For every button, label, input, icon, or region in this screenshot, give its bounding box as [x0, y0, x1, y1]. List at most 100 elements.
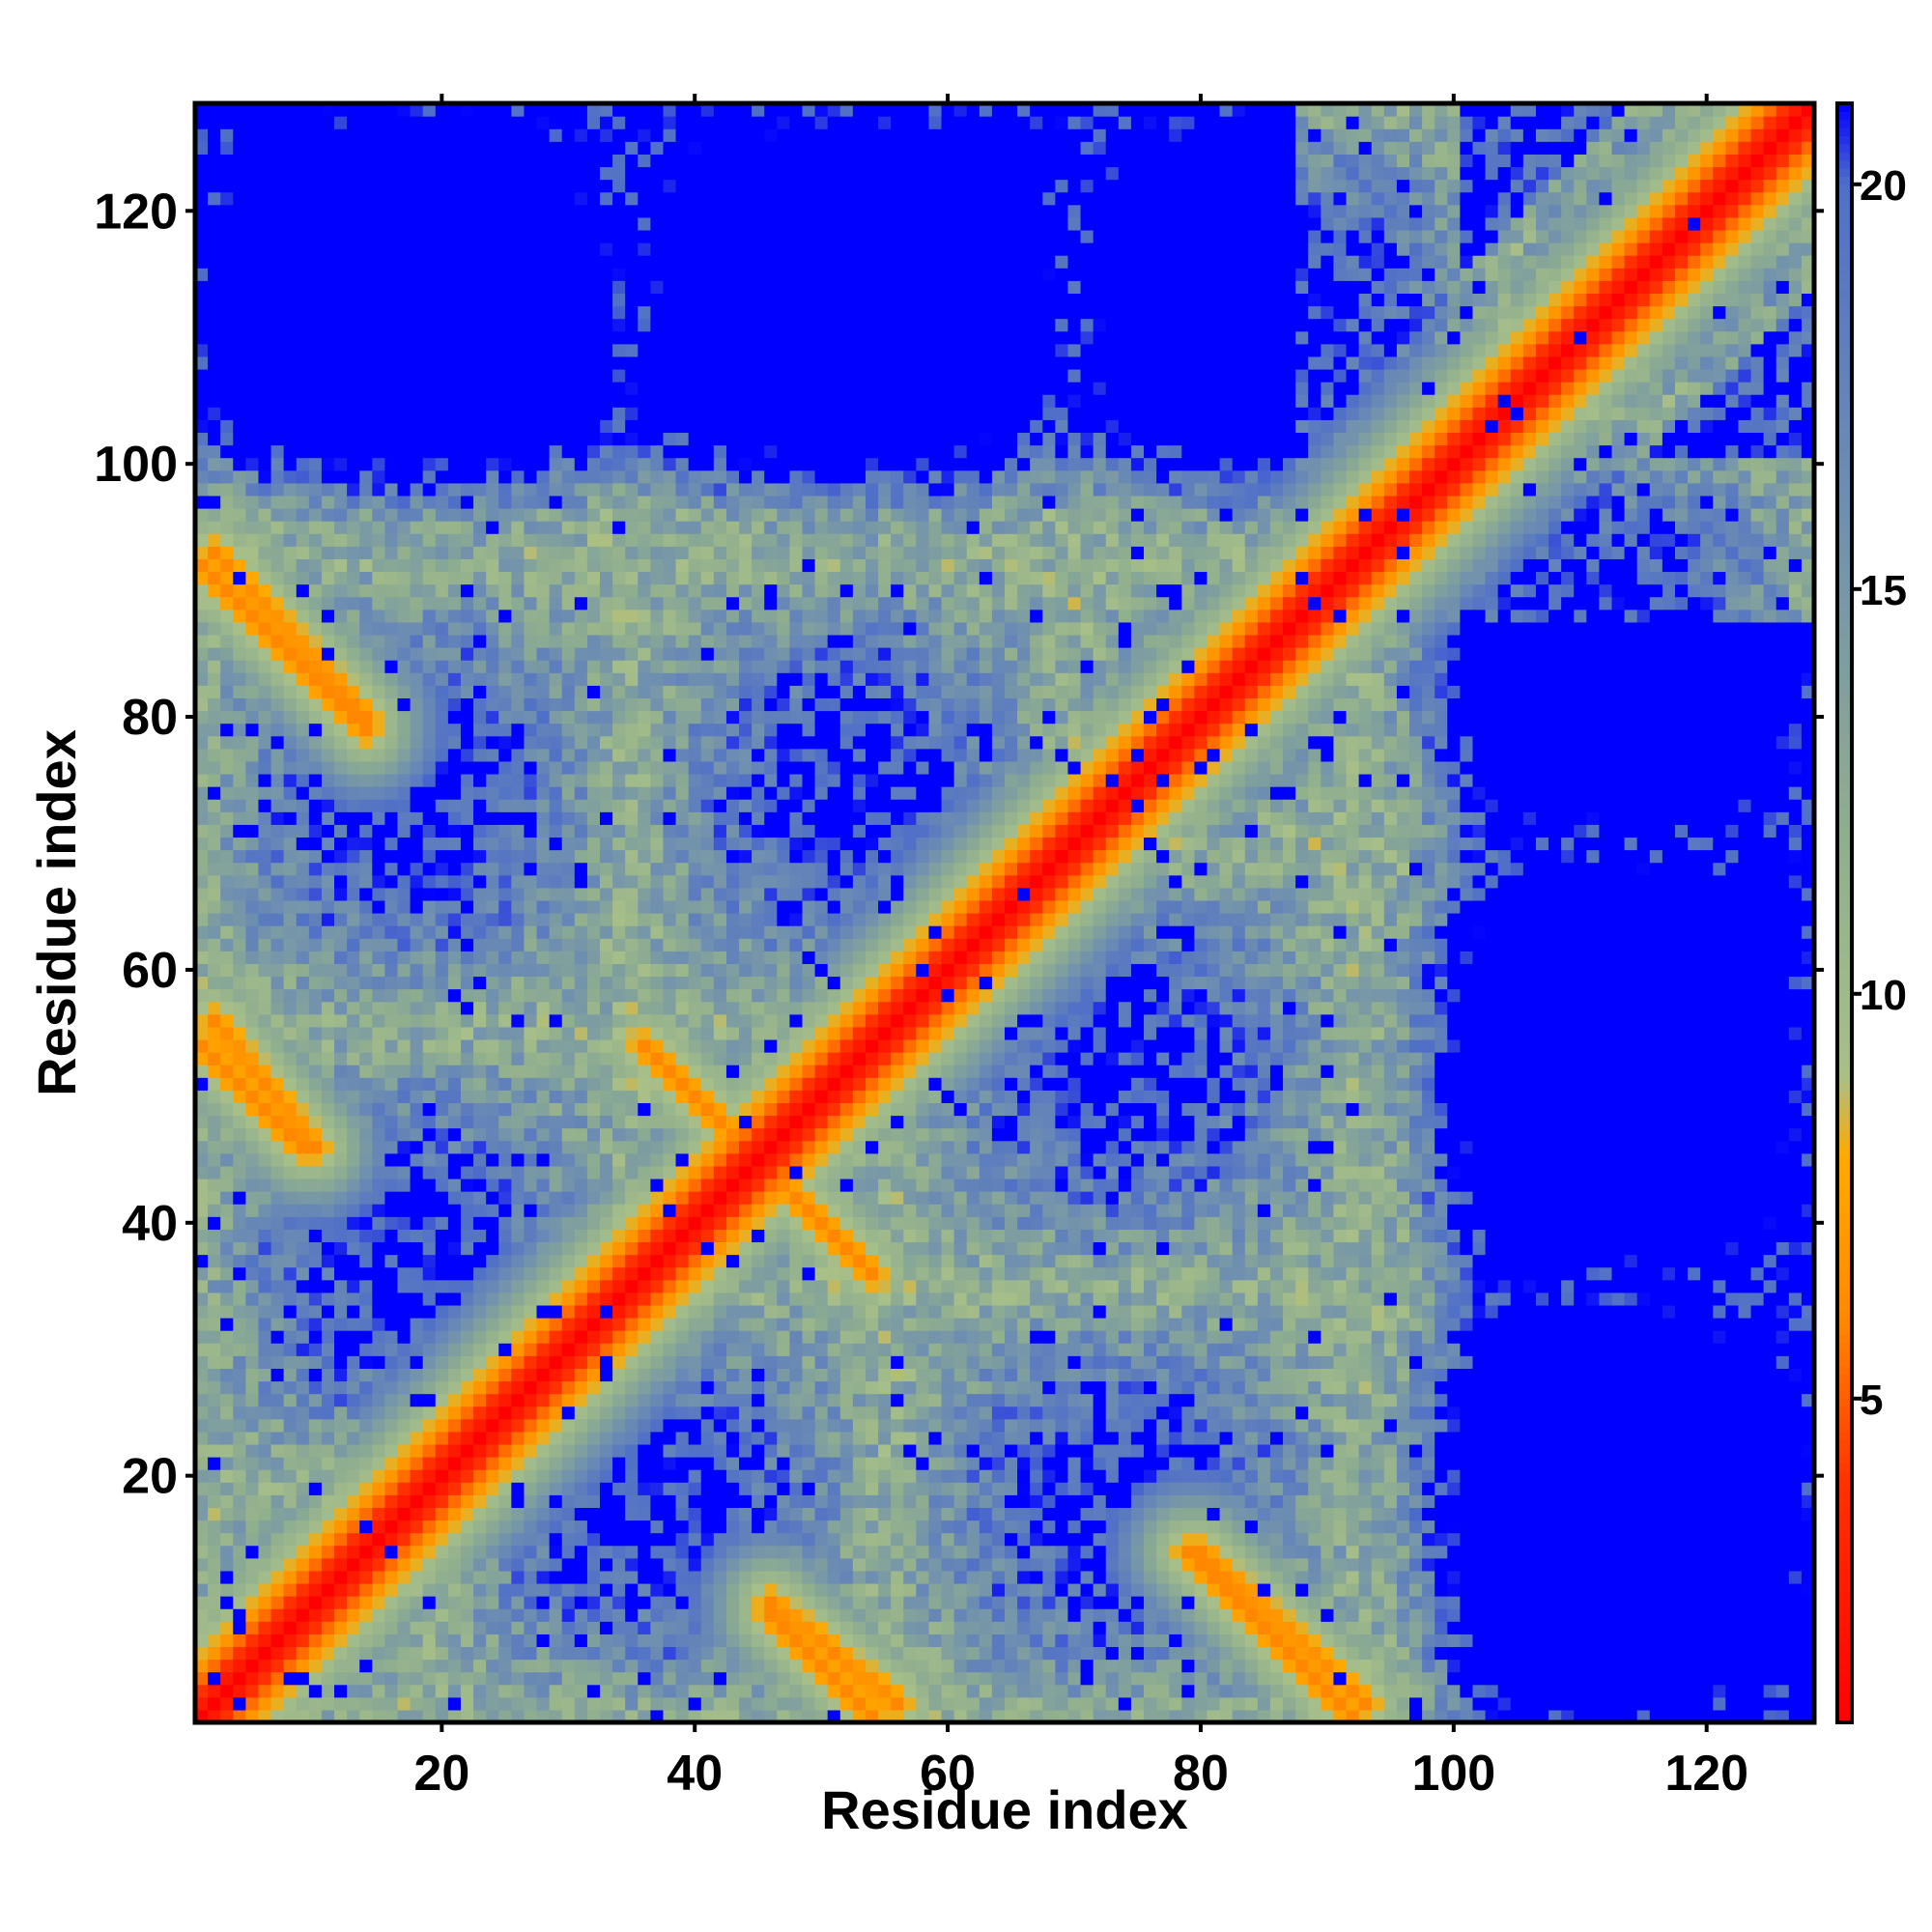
heatmap-cell — [296, 1608, 310, 1622]
heatmap-cell — [524, 154, 538, 168]
heatmap-cell — [347, 1671, 360, 1686]
heatmap-cell — [473, 1304, 487, 1319]
heatmap-cell — [524, 268, 538, 281]
heatmap-cell — [600, 760, 613, 775]
heatmap-cell — [321, 368, 335, 383]
heatmap-cell — [283, 1216, 298, 1230]
heatmap-cell — [334, 1204, 348, 1217]
heatmap-cell — [638, 862, 651, 876]
heatmap-cell — [536, 1165, 551, 1179]
heatmap-cell — [283, 925, 298, 939]
heatmap-cell — [410, 710, 424, 724]
heatmap-cell — [460, 1368, 474, 1382]
heatmap-cell — [650, 533, 665, 547]
heatmap-cell — [220, 963, 234, 978]
heatmap-cell — [675, 1443, 690, 1458]
heatmap-cell — [460, 571, 474, 585]
heatmap-cell — [473, 1709, 487, 1723]
heatmap-cell — [410, 419, 424, 434]
heatmap-cell — [410, 1065, 424, 1078]
heatmap-cell — [359, 647, 373, 661]
heatmap-cell — [410, 1368, 424, 1382]
heatmap-cell — [498, 786, 512, 800]
heatmap-cell — [524, 811, 538, 825]
heatmap-cell — [258, 1482, 272, 1495]
heatmap-cell — [511, 988, 526, 1003]
heatmap-cell — [460, 1557, 474, 1572]
heatmap-cell — [384, 773, 399, 787]
heatmap-cell — [208, 1013, 221, 1028]
heatmap-cell — [473, 1013, 487, 1028]
heatmap-cell — [347, 1646, 360, 1661]
heatmap-cell — [536, 1696, 551, 1711]
heatmap-cell — [460, 318, 474, 332]
heatmap-cell — [473, 735, 487, 750]
heatmap-cell — [650, 1038, 665, 1053]
heatmap-cell — [435, 1229, 449, 1243]
heatmap-cell — [561, 166, 576, 181]
heatmap-cell — [561, 229, 576, 243]
heatmap-cell — [283, 1178, 298, 1192]
heatmap-cell — [638, 318, 651, 332]
heatmap-cell — [625, 242, 639, 256]
heatmap-cell — [308, 1507, 323, 1521]
heatmap-cell — [486, 204, 499, 218]
heatmap-cell — [308, 634, 323, 648]
heatmap-cell — [663, 355, 677, 370]
heatmap-cell — [511, 1368, 526, 1382]
heatmap-cell — [625, 963, 639, 978]
heatmap-cell — [498, 697, 512, 712]
heatmap-cell — [663, 1621, 677, 1634]
heatmap-cell — [638, 432, 651, 446]
heatmap-cell — [195, 216, 209, 231]
heatmap-cell — [638, 1241, 651, 1256]
heatmap-cell — [625, 1368, 639, 1382]
heatmap-cell — [511, 293, 526, 307]
heatmap-cell — [675, 508, 690, 522]
heatmap-cell — [296, 735, 310, 750]
heatmap-cell — [410, 533, 424, 547]
heatmap-cell — [283, 735, 298, 750]
heatmap-cell — [638, 1418, 651, 1433]
heatmap-cell — [258, 849, 272, 864]
heatmap-cell — [498, 128, 512, 142]
heatmap-cell — [638, 141, 651, 155]
heatmap-cell — [195, 1684, 209, 1698]
heatmap-cell — [625, 1355, 639, 1369]
heatmap-cell — [296, 849, 310, 864]
heatmap-cell — [511, 710, 526, 724]
heatmap-cell — [511, 457, 526, 471]
heatmap-cell — [549, 216, 563, 231]
heatmap-cell — [536, 799, 551, 812]
heatmap-cell — [675, 735, 690, 750]
heatmap-cell — [359, 773, 373, 787]
heatmap-cell — [486, 723, 499, 737]
heatmap-cell — [233, 1545, 246, 1559]
heatmap-cell — [435, 1115, 449, 1129]
heatmap-cell — [208, 407, 221, 420]
heatmap-cell — [663, 811, 677, 825]
heatmap-cell — [233, 1368, 246, 1382]
heatmap-cell — [447, 634, 462, 648]
heatmap-cell — [258, 1140, 272, 1154]
heatmap-cell — [498, 1026, 512, 1040]
heatmap-cell — [233, 660, 246, 673]
heatmap-cell — [220, 343, 234, 357]
heatmap-cell — [561, 799, 576, 812]
heatmap-cell — [258, 1469, 272, 1483]
heatmap-cell — [600, 634, 613, 648]
heatmap-cell — [625, 1330, 639, 1344]
heatmap-cell — [650, 571, 665, 585]
heatmap-cell — [600, 1380, 613, 1395]
heatmap-cell — [233, 1457, 246, 1470]
heatmap-cell — [245, 1406, 260, 1420]
heatmap-cell — [410, 1596, 424, 1609]
heatmap-cell — [625, 899, 639, 914]
heatmap-cell — [473, 242, 487, 256]
heatmap-cell — [359, 368, 373, 383]
heatmap-cell — [321, 103, 335, 117]
heatmap-cell — [372, 1140, 385, 1154]
heatmap-cell — [321, 685, 335, 698]
heatmap-cell — [270, 1127, 285, 1142]
heatmap-cell — [359, 268, 373, 281]
